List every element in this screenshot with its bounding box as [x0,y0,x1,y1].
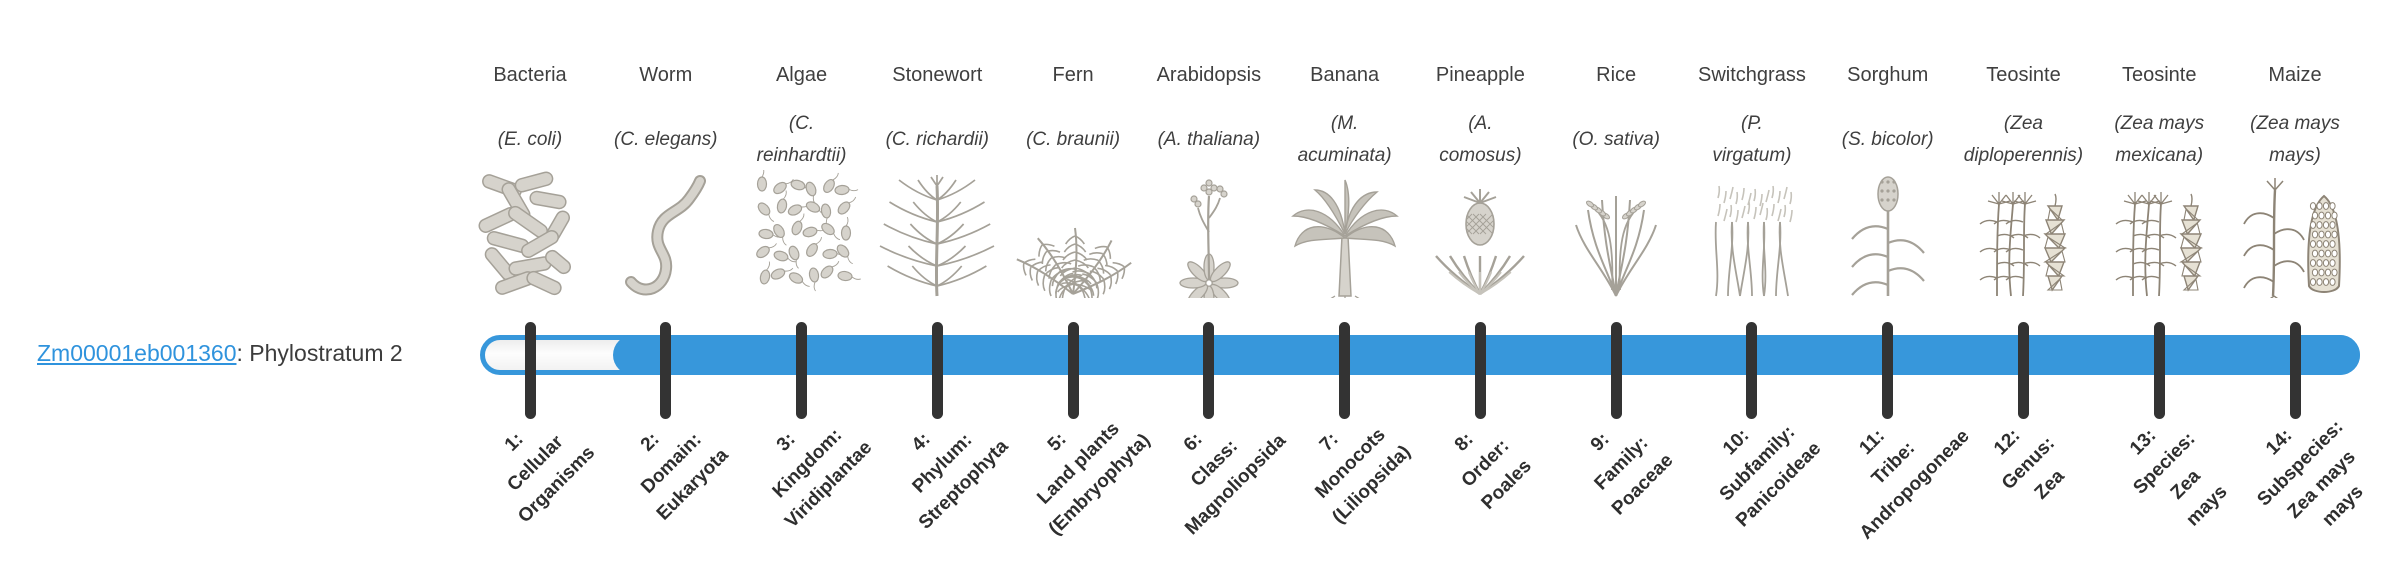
phylostratum-label: 12: Genus: Zea [1990,425,2070,504]
organism-common-name: Worm [639,64,693,86]
fern-icon [1016,227,1132,298]
rice-illustration [1541,170,1691,298]
phylostratum-tick [1474,322,1486,419]
organism-common-name: Rice [1596,64,1637,86]
maize-illustration [2220,170,2370,298]
teosinte-illustration [2084,170,2234,298]
phylostratum-tick [2289,322,2301,419]
organism-scientific-name: (C. braunii) [1026,129,1121,150]
phylostratum-tick [1067,322,1079,419]
phylostratum-label: 10: Subfamily: Panicoideae [1715,421,1826,532]
gene-phylostratum-text: : Phylostratum 2 [236,340,403,366]
organism-common-name: Sorghum [1847,64,1929,86]
fern-illustration [998,170,1148,298]
maize-icon [2243,178,2341,298]
phylostratum-label: 3: Kingdom: Viridiplantae [768,424,876,533]
organism-scientific-name: (E. coli) [497,129,563,150]
organism-common-name: Bacteria [493,64,567,86]
phylostrata-bar-fill [613,335,2360,375]
worm-icon [624,175,706,296]
organism-column: Arabidopsis (A. thaliana) 6: Class: Magn… [1134,0,1290,580]
organism-scientific-name: (Zea diploperennis) [1963,113,2084,166]
pineapple-icon [1435,189,1526,295]
phylostratum-label: 7: Monocots (Liliopsida) [1310,424,1415,528]
organism-column: Algae (C. reinhardtii) 3: Kingdom: Virid… [727,0,877,580]
worm-illustration [591,170,741,298]
organism-common-name: Switchgrass [1698,64,1806,86]
phylostratum-label: 4: Phylum: Streptophyta [908,428,1013,534]
phylostratum-tick [1746,322,1758,419]
organism-common-name: Maize [2268,64,2322,86]
organism-common-name: Arabidopsis [1156,64,1262,86]
organism-scientific-name: (A. comosus) [1439,113,1522,166]
organism-column: Sorghum (S. bicolor) 11: Tribe: Andropog… [1813,0,1974,580]
organism-scientific-name: (M. acuminata) [1297,113,1392,166]
phylostratum-tick [931,322,943,419]
organism-scientific-name: (A. thaliana) [1157,129,1261,150]
phylostratum-tick [660,322,672,419]
organism-column: Pineapple (A. comosus) 8: Order: Poales [1405,0,1555,580]
gene-label: Zm00001eb001360: Phylostratum 2 [37,340,403,367]
algae-illustration [727,170,877,298]
organism-scientific-name: (Zea mays mexicana) [2114,113,2205,166]
phylostratum-tick [524,322,536,419]
organism-scientific-name: (O. sativa) [1572,129,1660,150]
teosinte-illustration [1948,170,2098,298]
organism-column: Banana (M. acuminata) 7: Monocots (Lilio… [1270,0,1420,580]
phylostratum-tick [1339,322,1351,419]
switchgrass-icon [1714,185,1793,297]
arabidopsis-illustration [1134,170,1284,298]
organism-column: Rice (O. sativa) 9: Family: Poaceae [1541,0,1691,580]
bacteria-illustration [455,170,605,298]
phylostratum-label: 9: Family: Poaceae [1587,428,1678,520]
organism-column: Worm (C. elegans) 2: Domain: Eukaryota [591,0,741,580]
organism-column: Switchgrass (P. virgatum) 10: Subfamily:… [1677,0,1827,580]
organism-common-name: Teosinte [1986,64,2061,86]
algae-icon [755,170,861,292]
gene-id-link[interactable]: Zm00001eb001360 [37,340,237,366]
phylostratum-tick [2017,322,2029,419]
organism-common-name: Stonewort [892,64,983,86]
sorghum-illustration [1813,170,1963,298]
teosinte-icon [1980,192,2068,297]
sorghum-icon [1850,176,1925,296]
organism-common-name: Teosinte [2121,64,2197,86]
pineapple-illustration [1405,170,1555,298]
phylostratum-tick [1610,322,1622,419]
phylostratum-label: 1: Cellular Organisms [500,428,600,528]
organism-common-name: Fern [1052,64,1094,86]
phylostratum-label: 8: Order: Poales [1451,428,1537,514]
arabidopsis-icon [1179,179,1239,298]
organism-common-name: Banana [1310,64,1380,86]
organism-scientific-name: (Zea mays mays) [2250,113,2340,166]
banana-icon [1290,179,1399,298]
phylostratum-tick [2153,322,2165,419]
bacteria-icon [478,171,571,296]
organism-common-name: Algae [775,64,828,86]
organism-column: Teosinte (Zea mays mexicana) 13: Species… [2084,0,2234,580]
organism-common-name: Pineapple [1435,64,1525,86]
organism-scientific-name: (C. reinhardtii) [756,113,847,166]
phylostratum-tick [796,322,808,419]
phylostratum-label: 14: Subspecies: Zea mays mays [2253,416,2368,531]
organism-column: Stonewort (C. richardii) 4: Phylum: Stre… [862,0,1013,580]
teosinte-icon [2115,192,2204,297]
phylostratum-tick [1203,322,1215,419]
organism-column: Fern (C. braunii) 5: Land plants (Embryo… [998,0,1155,580]
organism-column: Teosinte (Zea diploperennis) 12: Genus: … [1948,0,2098,580]
stonewort-icon [879,175,995,297]
organism-scientific-name: (C. richardii) [885,129,990,150]
banana-illustration [1270,170,1420,298]
organism-scientific-name: (C. elegans) [614,129,718,150]
stonewort-illustration [862,170,1012,298]
organism-scientific-name: (S. bicolor) [1841,129,1934,150]
organism-column: Bacteria (E. coli) 1: Cellular Organisms [455,0,605,580]
organism-scientific-name: (P. virgatum) [1712,113,1792,166]
phylostratum-tick [1882,322,1894,419]
rice-icon [1575,196,1658,297]
switchgrass-illustration [1677,170,1827,298]
phylostratum-label: 2: Domain: Eukaryota [636,428,733,525]
organism-column: Maize (Zea mays mays) 14: Subspecies: Ze… [2220,0,2370,580]
